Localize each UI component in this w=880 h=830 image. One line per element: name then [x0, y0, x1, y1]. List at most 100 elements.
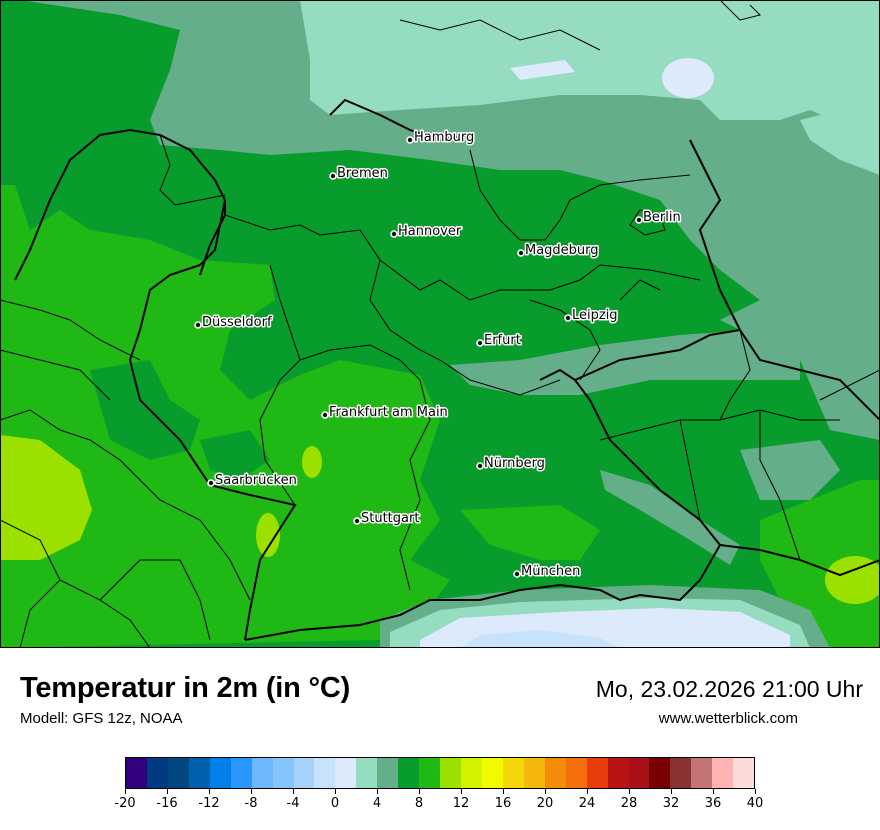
colorbar-tick-label: 4 [372, 796, 382, 811]
colorbar-ticks: -20 -16 -12 -8 -4 0 4 8 12 16 20 24 28 32 36 40 [114, 789, 763, 819]
colorbar-bin [586, 758, 608, 788]
colorbar-tick-label: -8 [244, 796, 258, 811]
colorbar-tick [376, 789, 378, 794]
colorbar-tick-label: 12 [452, 796, 470, 811]
temp-field-2-4-east [800, 100, 880, 175]
temp-field-4-6-east-ridge [740, 440, 840, 500]
colorbar-bin [293, 758, 315, 788]
temp-field-minus2-0-alps [460, 630, 620, 648]
colorbar-tick [586, 789, 588, 794]
colorbar-bin [419, 758, 441, 788]
temp-field-0-2-patch-2 [510, 60, 575, 80]
colorbar-tick [208, 789, 210, 794]
temp-field-8-10-west [0, 185, 450, 648]
city-dot [564, 314, 572, 322]
city-dot [517, 249, 525, 257]
colorbar-bin [314, 758, 336, 788]
colorbar-tick-label: 20 [536, 796, 554, 811]
temp-field-10-12-pfalz [302, 446, 322, 478]
colorbar-tick [712, 789, 714, 794]
city-dot [390, 230, 398, 238]
city-label: Bremen [337, 166, 388, 181]
city-leipzig[interactable]: Leipzig [564, 307, 619, 325]
city-label: Berlin [643, 210, 681, 225]
colorbar-bin [481, 758, 503, 788]
colorbar-tick [334, 789, 336, 794]
city-hannover[interactable]: Hannover [390, 223, 463, 241]
colorbar-tick [166, 789, 168, 794]
city-frankfurt[interactable]: Frankfurt am Main [321, 404, 449, 422]
city-dot [476, 462, 484, 470]
city-label: Nürnberg [484, 456, 545, 471]
city-label: Leipzig [572, 308, 618, 323]
temp-field-4-6-bohemia [600, 470, 740, 565]
colorbar-bin [146, 758, 168, 788]
temp-field-10-12-france [0, 435, 92, 560]
city-label: Düsseldorf [202, 315, 272, 330]
colorbar-bin [565, 758, 587, 788]
city-markers: Hamburg Bremen Berlin Hannover Magdeburg… [194, 129, 682, 581]
temp-field-2-4-baltic [300, 0, 880, 140]
temp-field-4-6-central [450, 330, 800, 395]
city-hamburg[interactable]: Hamburg [406, 129, 476, 147]
city-dot [329, 172, 337, 180]
city-bremen[interactable]: Bremen [329, 165, 389, 183]
colorbar-bin [607, 758, 629, 788]
valid-datetime: Mo, 23.02.2026 21:00 Uhr [595, 676, 863, 702]
colorbar-tick-label: 36 [704, 796, 722, 811]
colorbar-bin [251, 758, 273, 788]
colorbar-bin [523, 758, 545, 788]
city-label: Hannover [398, 224, 462, 239]
city-stuttgart[interactable]: Stuttgart [353, 510, 421, 528]
city-duesseldorf[interactable]: Düsseldorf [194, 314, 273, 332]
colorbar-bin [461, 758, 482, 788]
colorbar-bin [670, 758, 692, 788]
city-muenchen[interactable]: München [513, 563, 582, 581]
state-borders [0, 0, 880, 648]
city-label: Erfurt [484, 333, 521, 348]
map-title: Temperatur in 2m (in °C) [20, 672, 351, 704]
city-dot [476, 339, 484, 347]
city-dot [207, 479, 215, 487]
city-erfurt[interactable]: Erfurt [476, 332, 522, 350]
colorbar-bin [398, 758, 420, 788]
city-label: Hamburg [414, 130, 474, 145]
temp-field-0-2-patch [662, 58, 714, 98]
city-dot [194, 321, 202, 329]
city-label: Frankfurt am Main [329, 405, 448, 420]
colorbar-tick-label: -16 [156, 796, 178, 811]
colorbar-tick-label: 8 [414, 796, 424, 811]
colorbar-tick-label: 40 [746, 796, 764, 811]
colorbar-tick [754, 789, 756, 794]
colorbar-tick [460, 789, 462, 794]
colorbar-bin [188, 758, 210, 788]
city-dot [406, 136, 414, 144]
colorbar-tick-label: 24 [578, 796, 596, 811]
colorbar-bin [628, 758, 650, 788]
temp-field-6-8-hunsrueck [200, 430, 270, 480]
colorbar-bin [712, 758, 734, 788]
colorbar-bin [544, 758, 566, 788]
city-saarbruecken[interactable]: Saarbrücken [207, 472, 298, 490]
colorbar-bin [230, 758, 252, 788]
colorbar-tick-label: 32 [662, 796, 680, 811]
colorbar-bin [167, 758, 189, 788]
colorbar-bin [649, 758, 671, 788]
city-label: Stuttgart [361, 511, 419, 526]
colorbar-tick [292, 789, 294, 794]
temp-field-6-8-belgium [90, 360, 200, 460]
temp-field-8-10-south [460, 505, 600, 560]
temperature-map: Hamburg Bremen Berlin Hannover Magdeburg… [0, 0, 880, 648]
colorbar-bin [440, 758, 461, 788]
city-nuernberg[interactable]: Nürnberg [476, 455, 546, 473]
city-magdeburg[interactable]: Magdeburg [517, 242, 600, 260]
map-svg: Hamburg Bremen Berlin Hannover Magdeburg… [0, 0, 880, 648]
city-dot [321, 411, 329, 419]
city-berlin[interactable]: Berlin [635, 209, 682, 227]
colorbar-bin [126, 758, 147, 788]
colorbar-tick-label: -12 [198, 796, 220, 811]
colorbar-tick-label: 0 [330, 796, 340, 811]
colorbar-tick [670, 789, 672, 794]
colorbar-bin [691, 758, 713, 788]
colorbar-bin [209, 758, 231, 788]
